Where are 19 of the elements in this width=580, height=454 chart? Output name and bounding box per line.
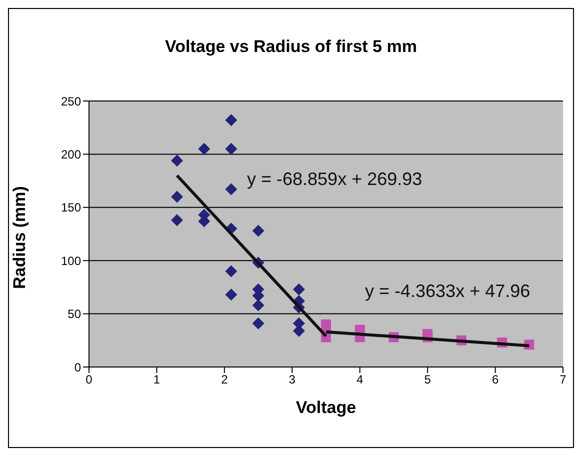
y-tick-label: 0 [74,360,82,374]
x-tick-label: 7 [560,372,567,387]
x-tick-label: 3 [288,372,296,387]
x-tick-label: 4 [356,372,364,387]
annotation: y = -4.3633x + 47.96 [365,281,530,302]
y-tick-label: 150 [60,200,82,215]
x-tick-label: 6 [492,372,499,387]
y-tick-label: 250 [60,94,82,108]
y-tick-label: 50 [68,307,82,322]
x-tick-label: 5 [424,372,432,387]
x-tick-label: 0 [86,372,93,387]
x-axis-title: Voltage [296,398,356,417]
chart-title: Voltage vs Radius of first 5 mm [164,37,418,57]
y-tick-label: 200 [60,147,82,162]
x-tick-label: 1 [153,372,160,387]
y-tick-label: 100 [60,254,82,268]
annotation: y = -68.859x + 269.93 [247,169,422,190]
y-axis-title: Radius (mm) [10,186,30,289]
x-tick-label: 2 [221,372,228,387]
